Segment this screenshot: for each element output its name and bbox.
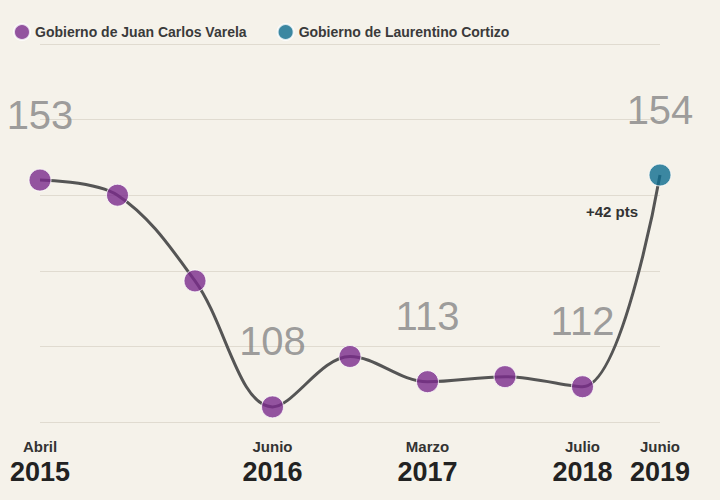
- svg-text:+42 pts: +42 pts: [586, 203, 638, 220]
- svg-text:113: 113: [396, 294, 460, 338]
- svg-text:Gobierno de Laurentino Cortizo: Gobierno de Laurentino Cortizo: [299, 24, 510, 40]
- svg-text:108: 108: [239, 319, 306, 363]
- svg-text:Junio: Junio: [640, 438, 680, 455]
- svg-text:2015: 2015: [10, 457, 70, 487]
- svg-text:112: 112: [551, 299, 615, 343]
- svg-text:Abril: Abril: [23, 438, 57, 455]
- svg-text:154: 154: [627, 88, 694, 132]
- svg-text:Gobierno de Juan Carlos Varela: Gobierno de Juan Carlos Varela: [35, 24, 247, 40]
- svg-text:2016: 2016: [242, 457, 302, 487]
- svg-text:153: 153: [7, 93, 74, 137]
- svg-text:Marzo: Marzo: [406, 438, 449, 455]
- svg-text:2019: 2019: [630, 457, 690, 487]
- svg-text:2017: 2017: [397, 457, 457, 487]
- svg-text:Junio: Junio: [253, 438, 293, 455]
- svg-text:2018: 2018: [552, 457, 612, 487]
- svg-text:Julio: Julio: [565, 438, 600, 455]
